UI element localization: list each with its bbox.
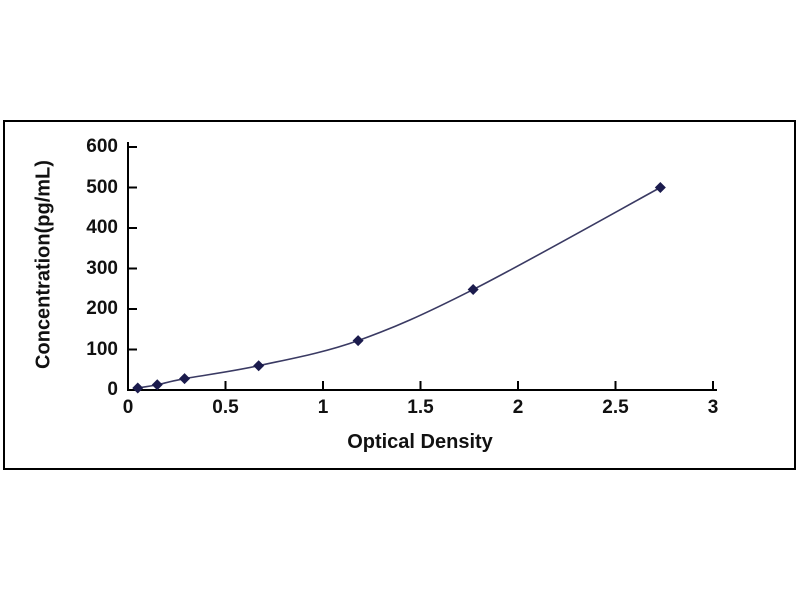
y-tick-label: 0 <box>107 379 118 400</box>
y-tick-label: 300 <box>86 257 118 279</box>
y-tick-label: 600 <box>86 136 118 157</box>
x-tick-label: 0.5 <box>212 397 239 418</box>
data-point-marker <box>132 382 144 394</box>
x-tick-label: 2.5 <box>602 397 629 418</box>
standard-curve-line <box>137 186 661 389</box>
data-point-marker <box>179 373 191 385</box>
x-tick-label: 1.5 <box>407 397 434 418</box>
x-axis-title: Optical Density <box>347 431 493 453</box>
y-axis-title: Concentration(pg/mL) <box>32 160 55 369</box>
y-tick-label: 100 <box>86 338 118 360</box>
chart-frame <box>3 120 796 470</box>
y-tick-label: 200 <box>86 298 118 319</box>
x-tick-label: 1 <box>317 397 329 418</box>
data-point-marker <box>467 284 479 296</box>
x-tick-label: 0 <box>122 397 134 418</box>
data-point-marker <box>352 335 364 347</box>
data-point-marker <box>151 379 163 391</box>
data-point-marker <box>253 360 265 372</box>
x-tick-label: 3 <box>707 397 719 418</box>
x-tick-label: 2 <box>512 397 524 418</box>
y-tick-label: 400 <box>86 217 118 238</box>
y-tick-label: 500 <box>86 176 118 198</box>
data-point-marker <box>654 182 666 193</box>
